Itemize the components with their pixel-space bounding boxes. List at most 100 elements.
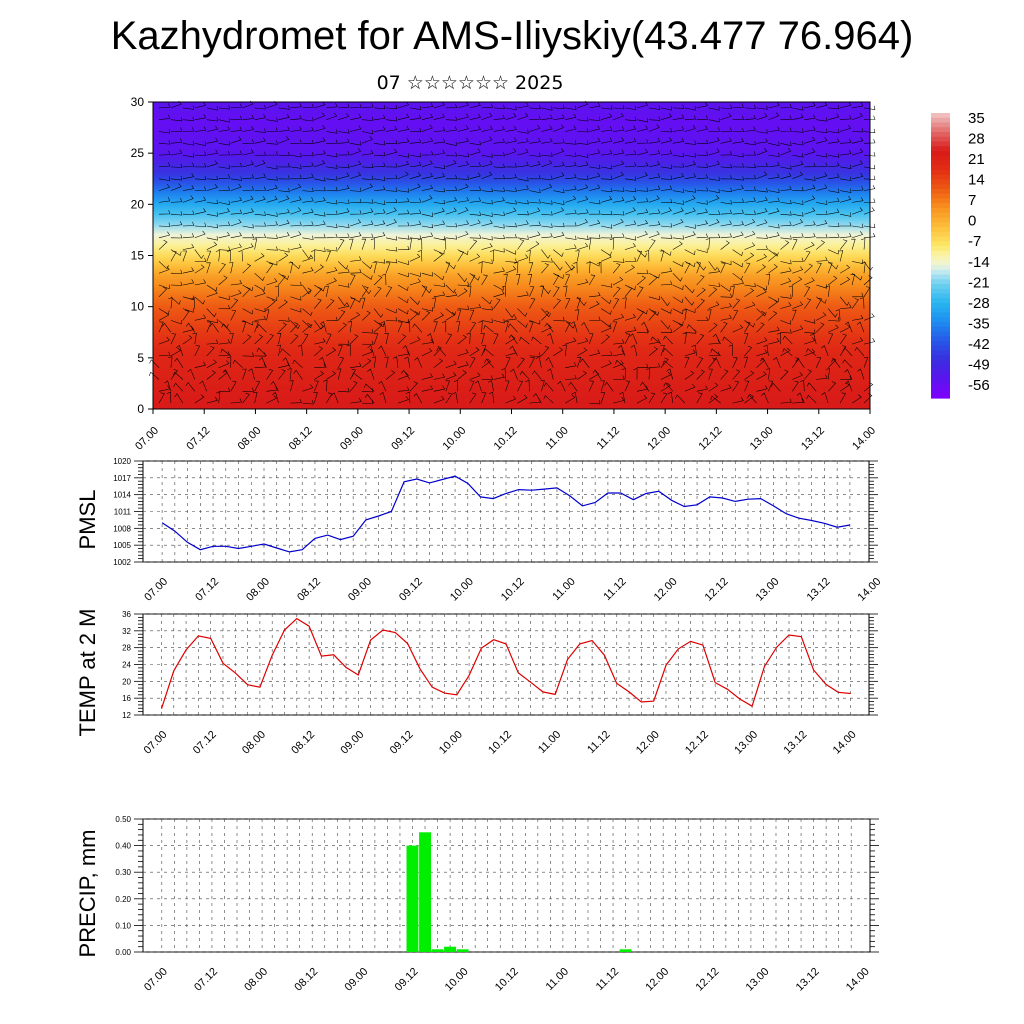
wind-barb	[696, 233, 709, 239]
wind-barb	[517, 137, 529, 144]
wind-barb	[326, 129, 338, 134]
wind-barb	[218, 126, 231, 132]
wind-barb	[636, 249, 648, 258]
wind-barb	[601, 137, 613, 144]
wind-barb	[636, 286, 644, 297]
wind-barb	[441, 238, 447, 250]
wind-barb	[756, 253, 767, 262]
wind-barb	[601, 105, 613, 110]
wind-barb	[529, 286, 535, 297]
pmsl-x-tick-label: 07.00	[142, 576, 170, 604]
wind-barb	[158, 287, 168, 297]
wind-barb	[852, 112, 863, 120]
wind-barb	[804, 263, 813, 274]
temp-x-tick-label: 13.00	[732, 729, 760, 757]
wind-barb	[624, 264, 635, 274]
wind-barb	[385, 148, 398, 156]
wind-barb	[469, 186, 482, 191]
cross-section-x-tick-label: 14.00	[850, 425, 878, 453]
wind-barb	[828, 324, 839, 333]
wind-barb	[230, 115, 243, 120]
wind-barb	[768, 173, 780, 180]
wind-barb	[589, 316, 601, 321]
wind-barb	[230, 150, 243, 156]
wind-barb	[445, 196, 458, 203]
wind-barb	[648, 149, 661, 156]
wind-barb	[600, 308, 612, 315]
pmsl-x-tick-label: 10.12	[499, 576, 527, 604]
wind-barb	[362, 199, 374, 204]
wind-barb	[503, 273, 508, 286]
wind-barb	[804, 126, 816, 132]
wind-barb	[861, 261, 866, 274]
wind-barb	[242, 387, 254, 392]
wind-barb	[816, 312, 827, 321]
wind-barb	[254, 363, 266, 368]
wind-barb	[302, 126, 314, 132]
wind-barb	[756, 310, 766, 321]
wind-barb	[445, 372, 457, 380]
wind-barb	[756, 196, 768, 203]
wind-barb	[622, 297, 627, 309]
wind-barb	[544, 322, 554, 333]
precip-x-tick-label: 07.00	[142, 966, 170, 994]
wind-barb	[720, 187, 732, 193]
wind-barb	[852, 197, 864, 203]
wind-barb	[768, 188, 780, 194]
wind-barb	[672, 235, 685, 240]
wind-barb	[242, 114, 255, 120]
wind-barb	[278, 151, 290, 156]
wind-barb	[433, 236, 445, 241]
wind-barb	[744, 287, 755, 298]
wind-barb	[589, 300, 600, 309]
pmsl-x-tick-label: 08.12	[295, 576, 323, 604]
wind-barb	[158, 210, 171, 215]
pmsl-y-tick-label: 1002	[113, 558, 131, 567]
wind-barb	[576, 357, 582, 368]
wind-barb	[190, 297, 196, 309]
wind-barb	[553, 124, 565, 132]
wind-barb	[361, 358, 372, 368]
wind-barb	[242, 352, 254, 357]
wind-barb	[347, 321, 353, 333]
wind-barb	[660, 149, 673, 156]
wind-barb	[601, 187, 613, 193]
wind-barb	[158, 231, 171, 239]
wind-barb	[326, 164, 338, 169]
wind-barb	[290, 308, 302, 313]
wind-barb	[672, 152, 685, 158]
colorbar-label: 21	[968, 151, 985, 168]
wind-barb	[326, 266, 338, 274]
wind-barb	[708, 160, 720, 168]
wind-barb	[445, 392, 453, 404]
wind-barb	[696, 139, 709, 144]
wind-barb	[804, 250, 811, 262]
wind-barb	[374, 104, 386, 110]
wind-barb	[852, 137, 864, 144]
wind-barb	[525, 379, 530, 392]
wind-barb	[765, 273, 771, 286]
wind-barb	[565, 264, 576, 274]
wind-barb	[385, 317, 398, 322]
wind-barb	[660, 128, 673, 133]
wind-barb	[433, 395, 445, 404]
wind-barb	[863, 198, 876, 203]
wind-barb	[732, 184, 744, 191]
wind-barb	[218, 105, 230, 110]
wind-barb	[839, 296, 850, 306]
wind-barb	[565, 185, 577, 191]
cross-section-field	[153, 102, 870, 409]
wind-barb	[158, 392, 165, 404]
wind-barb	[289, 380, 294, 392]
wind-barb	[577, 218, 588, 227]
wind-barb	[445, 291, 458, 298]
wind-barb	[507, 323, 518, 333]
wind-barb	[792, 398, 804, 404]
wind-barb	[362, 149, 374, 156]
wind-barb	[827, 262, 833, 274]
colorbar-swatch	[931, 341, 950, 347]
wind-barb	[374, 220, 386, 227]
wind-barb	[788, 285, 793, 297]
wind-barb	[744, 151, 756, 156]
wind-barb	[209, 322, 219, 333]
